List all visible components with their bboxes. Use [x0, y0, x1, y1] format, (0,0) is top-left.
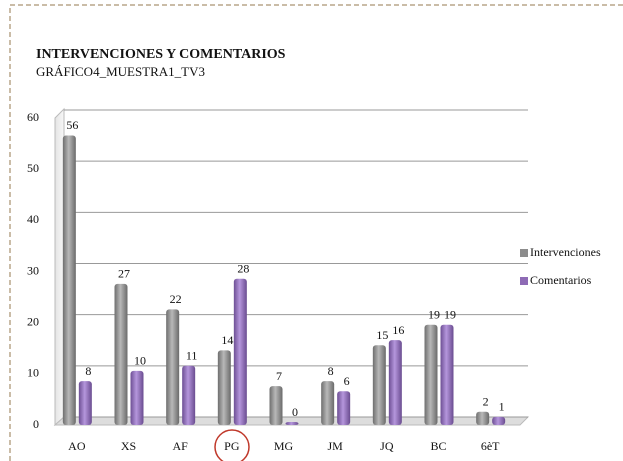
value-label: 11 [186, 348, 198, 362]
bar [233, 278, 247, 425]
x-tick-label: 6èT [481, 439, 500, 453]
bar [166, 309, 180, 425]
chart-title: INTERVENCIONES Y COMENTARIOS [36, 47, 286, 62]
value-label: 16 [392, 323, 404, 337]
legend-swatch [520, 277, 528, 285]
x-tick-label: BC [430, 439, 446, 453]
bar [130, 370, 144, 425]
y-tick-label: 10 [27, 366, 39, 380]
bar [492, 416, 506, 425]
value-label: 2 [483, 395, 489, 409]
bar [62, 135, 76, 425]
bar [440, 324, 454, 425]
value-label: 8 [328, 364, 334, 378]
value-label: 56 [66, 118, 78, 132]
y-tick-label: 20 [27, 314, 39, 328]
bar [372, 345, 386, 425]
bar [269, 386, 283, 425]
legend-label: Intervenciones [530, 245, 601, 259]
y-tick-label: 60 [27, 110, 39, 124]
bar [182, 365, 196, 425]
value-label: 28 [237, 261, 249, 275]
bar [285, 422, 299, 425]
value-label: 1 [499, 400, 505, 414]
bar [321, 381, 335, 425]
bar [217, 350, 231, 425]
y-tick-label: 50 [27, 161, 39, 175]
value-label: 6 [344, 374, 350, 388]
value-label: 10 [134, 354, 146, 368]
x-tick-label: AO [68, 439, 86, 453]
value-label: 19 [444, 308, 456, 322]
y-tick-label: 30 [27, 263, 39, 277]
value-label: 7 [276, 369, 282, 383]
legend-label: Comentarios [530, 273, 592, 287]
side-wall [54, 107, 65, 427]
bar [476, 411, 490, 425]
x-tick-label: JQ [380, 439, 394, 453]
value-label: 27 [118, 267, 130, 281]
value-label: 0 [292, 405, 298, 419]
value-label: 14 [221, 333, 233, 347]
value-label: 15 [376, 328, 388, 342]
legend-swatch [520, 249, 528, 257]
x-tick-label: XS [121, 439, 136, 453]
bar [388, 340, 402, 425]
y-tick-label: 0 [33, 417, 39, 431]
value-label: 22 [170, 292, 182, 306]
x-tick-label: PG [224, 439, 240, 453]
value-label: 19 [428, 308, 440, 322]
frame [9, 4, 623, 461]
bar [114, 283, 128, 425]
x-tick-label: JM [327, 439, 343, 453]
highlight-circle [214, 429, 250, 461]
bar [424, 324, 438, 425]
bar [337, 391, 351, 425]
value-label: 8 [85, 364, 91, 378]
bar [78, 381, 92, 425]
y-tick-label: 40 [27, 212, 39, 226]
x-tick-label: AF [172, 439, 188, 453]
x-tick-label: MG [274, 439, 294, 453]
chart-subtitle: GRÁFICO4_MUESTRA1_TV3 [36, 64, 205, 79]
